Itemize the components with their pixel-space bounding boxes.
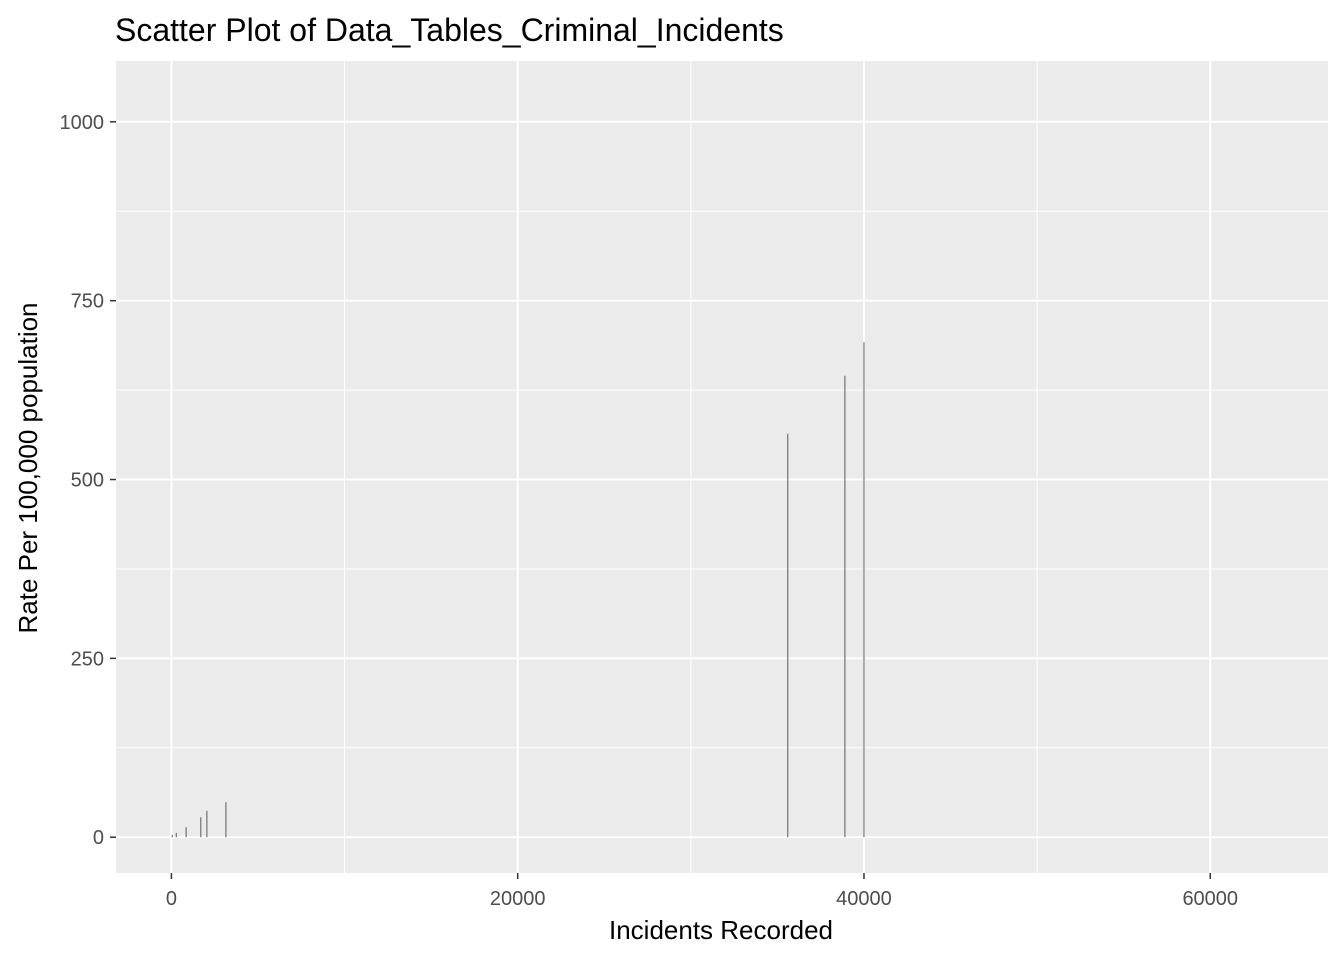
y-tick-label: 750 (71, 291, 104, 313)
y-axis-title: Rate Per 100,000 population (13, 302, 43, 633)
x-axis-title: Incidents Recorded (609, 915, 833, 945)
x-tick-label: 60000 (1182, 888, 1238, 910)
y-tick-label: 250 (71, 648, 104, 670)
chart-title: Scatter Plot of Data_Tables_Criminal_Inc… (115, 12, 784, 48)
x-tick-label: 0 (166, 888, 177, 910)
y-tick-label: 1000 (60, 112, 105, 134)
y-axis: 0 250 500 750 1000 (60, 112, 116, 849)
grid-minor (116, 61, 1328, 873)
y-tick-label: 0 (93, 827, 104, 849)
x-tick-label: 20000 (490, 888, 546, 910)
x-tick-label: 40000 (836, 888, 892, 910)
plot-panel (116, 61, 1328, 873)
y-tick-label: 500 (71, 470, 104, 492)
x-axis: 0 20000 40000 60000 (166, 873, 1238, 910)
data-marks (171, 342, 865, 838)
